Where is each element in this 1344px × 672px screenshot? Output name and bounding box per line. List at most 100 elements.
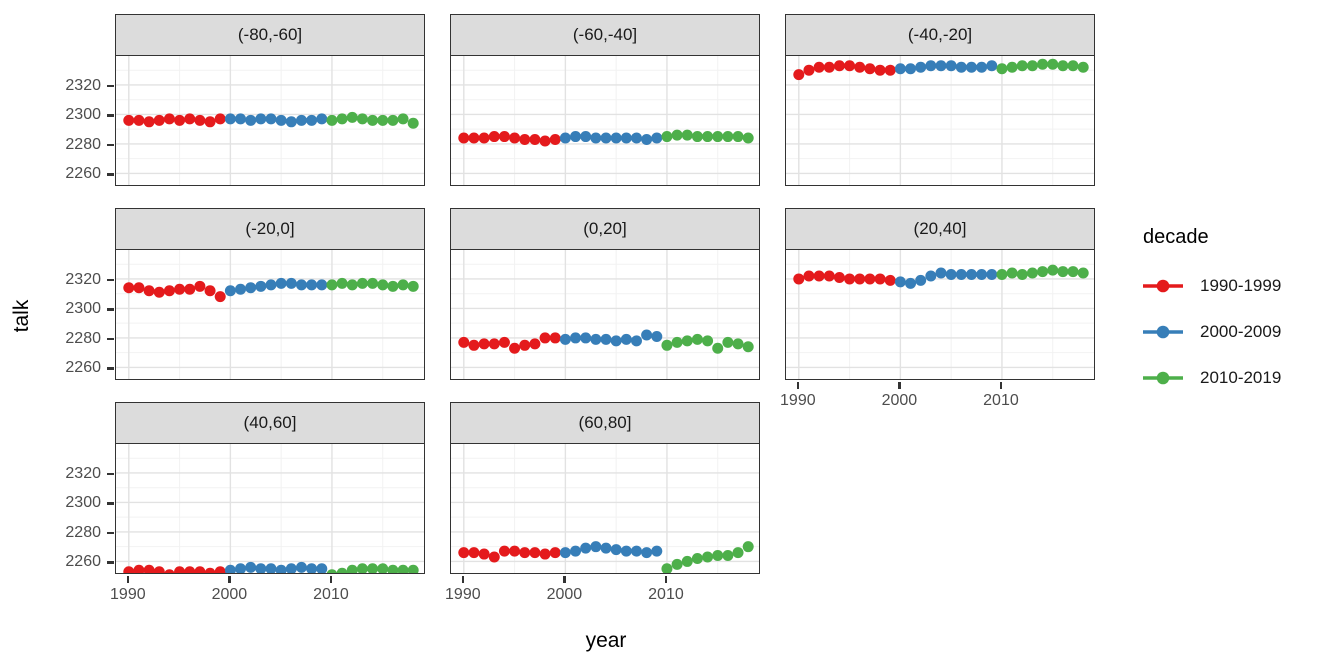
data-point [468, 132, 480, 144]
y-tick-label: 2260 [65, 553, 101, 571]
data-point [214, 566, 226, 574]
data-point [204, 285, 216, 297]
data-point [356, 113, 368, 125]
data-point [671, 559, 683, 571]
data-point [224, 113, 236, 125]
data-point [1026, 267, 1038, 279]
data-point [651, 546, 663, 558]
data-point [925, 270, 937, 282]
data-point [641, 134, 653, 146]
x-tick-label: 2000 [211, 586, 248, 603]
data-point [478, 548, 490, 560]
data-point [356, 278, 368, 290]
legend-key-icon [1143, 325, 1183, 339]
data-point [976, 62, 988, 74]
data-point [945, 60, 957, 72]
data-point [245, 282, 257, 294]
data-point [397, 113, 409, 125]
data-point [295, 115, 307, 127]
data-point [610, 132, 622, 144]
data-point [844, 273, 856, 285]
data-point [194, 566, 206, 574]
series-2000-2009 [894, 267, 998, 290]
y-tick [107, 114, 114, 117]
y-tick [107, 173, 114, 176]
data-point [123, 115, 135, 127]
y-tick-label: 2320 [65, 76, 101, 94]
series-2010-2019 [996, 264, 1089, 281]
data-point [1037, 59, 1049, 71]
facet-strip-label: (-20,0] [245, 219, 295, 238]
data-point [630, 335, 642, 347]
data-point [194, 115, 206, 127]
data-point [570, 546, 582, 558]
plot-area [450, 54, 760, 187]
data-point [722, 337, 734, 349]
data-point [965, 62, 977, 74]
data-point [224, 565, 236, 574]
data-point [285, 563, 297, 574]
data-point [235, 113, 247, 125]
data-point [153, 566, 165, 574]
data-point [874, 65, 886, 77]
data-point [996, 269, 1008, 281]
data-point [549, 547, 561, 559]
data-point [681, 335, 693, 347]
data-point [295, 279, 307, 291]
data-point [641, 329, 653, 341]
facet-strip: (60,80] [450, 402, 760, 444]
y-tick-label: 2280 [65, 329, 101, 347]
data-point [813, 62, 825, 74]
data-point [407, 118, 419, 130]
data-point [894, 63, 906, 75]
legend-entry-label: 2010-2019 [1200, 368, 1282, 387]
data-point [1026, 60, 1038, 72]
data-point [559, 334, 571, 346]
data-point [367, 278, 379, 290]
data-point [316, 563, 328, 574]
data-point [377, 563, 389, 574]
facet-panel: (-80,-60] 2260 2280 2300 2320 [65, 14, 425, 187]
data-point [265, 279, 277, 291]
data-point [255, 563, 267, 574]
data-point [661, 563, 673, 574]
series-1990-1999 [123, 281, 226, 303]
data-point [590, 541, 602, 553]
data-point [529, 134, 541, 146]
data-point [153, 115, 165, 127]
data-point [1006, 62, 1018, 74]
data-point [174, 566, 186, 574]
y-tick [107, 143, 114, 147]
series-2000-2009 [224, 278, 328, 297]
data-point [488, 131, 500, 143]
data-point [722, 131, 734, 143]
data-point [610, 544, 622, 556]
data-point [1016, 269, 1028, 281]
data-point [346, 279, 358, 291]
data-point [905, 278, 917, 290]
data-point [600, 334, 612, 346]
facet-strip: (20,40] [785, 208, 1095, 250]
x-tick [796, 382, 799, 389]
data-point [164, 569, 175, 574]
x-tick [461, 576, 464, 583]
data-point [275, 565, 287, 574]
data-point [793, 69, 805, 81]
data-point [651, 132, 663, 144]
data-point [864, 273, 876, 285]
series-2010-2019 [326, 278, 419, 293]
series-1990-1999 [458, 546, 561, 563]
data-point [306, 279, 318, 291]
facet-strip-label: (-60,-40] [572, 25, 638, 44]
series-2000-2009 [559, 329, 663, 347]
data-point [965, 269, 977, 281]
plot-area [785, 54, 1095, 187]
series-1990-1999 [123, 565, 226, 574]
data-point [803, 65, 815, 77]
data-point [153, 287, 165, 299]
y-tick [107, 308, 114, 311]
x-tick-label: 2000 [881, 392, 918, 409]
data-point [1067, 266, 1079, 278]
data-point [295, 562, 307, 574]
data-point [630, 132, 642, 144]
